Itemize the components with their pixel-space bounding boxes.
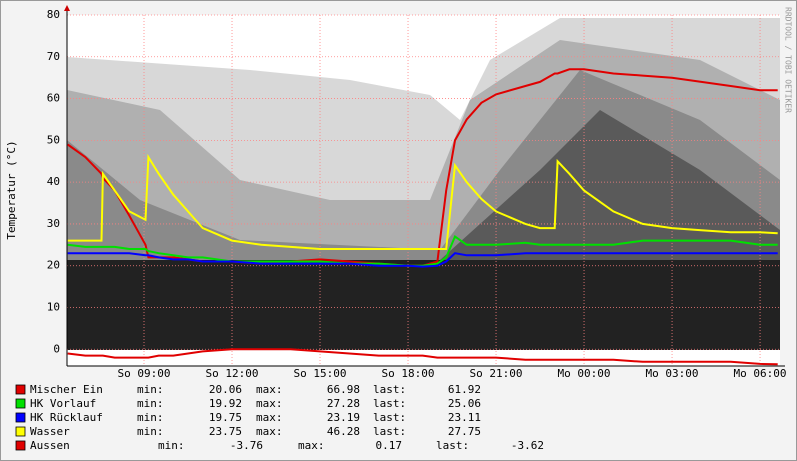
side-note: RRDTOOL / TOBI OETIKER (784, 7, 793, 113)
stat-value: 25.06 (448, 397, 481, 410)
stat-label: min: (137, 425, 164, 438)
x-tick-label: Mo 00:00 (558, 367, 611, 380)
legend-label: Aussen (30, 439, 70, 452)
legend-label: Mischer Ein (30, 383, 103, 396)
y-tick-label: 60 (47, 92, 60, 105)
stat-label: last: (373, 383, 406, 396)
stat-label: max: (256, 397, 283, 410)
x-tick-label: So 12:00 (206, 367, 259, 380)
stat-label: min: (137, 397, 164, 410)
stat-value: 19.75 (209, 411, 242, 424)
y-tick-label: 30 (47, 217, 60, 230)
x-tick-label: So 15:00 (294, 367, 347, 380)
y-tick-label: 80 (47, 8, 60, 21)
stat-value: 46.28 (327, 425, 360, 438)
band (67, 260, 780, 350)
stat-label: last: (373, 425, 406, 438)
stat-value: 19.92 (209, 397, 242, 410)
y-tick-label: 40 (47, 175, 60, 188)
x-tick-label: So 21:00 (470, 367, 523, 380)
stat-label: min: (137, 383, 164, 396)
stat-value: 0.17 (376, 439, 403, 452)
stat-label: last: (373, 397, 406, 410)
series-line (67, 153, 778, 250)
legend-swatch (15, 398, 26, 409)
legend-swatch (15, 426, 26, 437)
stat-label: last: (436, 439, 469, 452)
stat-label: min: (137, 411, 164, 424)
stat-value: -3.62 (511, 439, 544, 452)
legend-swatch (15, 440, 26, 451)
y-axis-label: Temperatur (°C) (5, 140, 18, 239)
background-bands (67, 18, 780, 350)
stat-value: 61.92 (448, 383, 481, 396)
legend-swatch (15, 384, 26, 395)
x-tick-label: Mo 06:00 (734, 367, 787, 380)
stat-label: max: (298, 439, 325, 452)
y-tick-label: 50 (47, 133, 60, 146)
legend-label: HK Vorlauf (30, 397, 96, 410)
series-line (67, 252, 778, 268)
legend-label: HK Rücklauf (30, 411, 103, 424)
y-tick-label: 20 (47, 259, 60, 272)
x-tick-label: Mo 03:00 (646, 367, 699, 380)
stat-value: 27.28 (327, 397, 360, 410)
x-tick-label: So 09:00 (118, 367, 171, 380)
stat-value: 20.06 (209, 383, 242, 396)
series-line (67, 348, 778, 366)
x-tick-label: So 18:00 (382, 367, 435, 380)
legend-swatch (15, 412, 26, 423)
stat-label: max: (256, 383, 283, 396)
stat-value: -3.76 (230, 439, 263, 452)
stat-value: 23.19 (327, 411, 360, 424)
stat-label: max: (256, 411, 283, 424)
stat-value: 27.75 (448, 425, 481, 438)
stat-label: max: (256, 425, 283, 438)
legend-label: Wasser (30, 425, 70, 438)
stat-value: 23.75 (209, 425, 242, 438)
stat-value: 66.98 (327, 383, 360, 396)
axis-arrow (64, 5, 70, 11)
y-tick-label: 10 (47, 301, 60, 314)
stat-label: last: (373, 411, 406, 424)
stat-label: min: (158, 439, 185, 452)
y-tick-label: 0 (53, 342, 60, 355)
y-tick-label: 70 (47, 50, 60, 63)
stat-value: 23.11 (448, 411, 481, 424)
band (440, 110, 780, 260)
